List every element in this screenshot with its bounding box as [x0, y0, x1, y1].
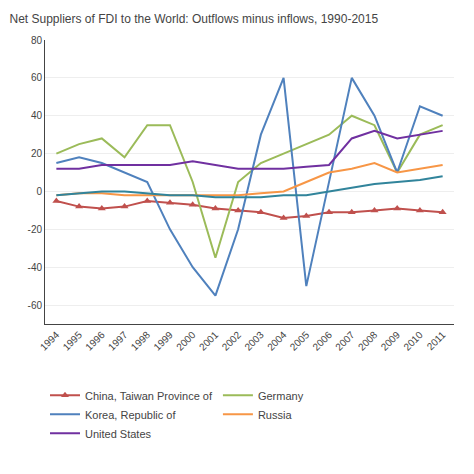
svg-text:80: 80: [31, 35, 43, 46]
svg-text:Net Suppliers of FDI to the Wo: Net Suppliers of FDI to the World: Outfl…: [9, 12, 378, 26]
svg-text:2005: 2005: [288, 329, 312, 353]
svg-text:2001: 2001: [197, 329, 221, 353]
svg-text:2008: 2008: [356, 329, 380, 353]
svg-text:2004: 2004: [265, 329, 289, 353]
svg-text:40: 40: [31, 110, 43, 121]
svg-text:20: 20: [31, 148, 43, 159]
svg-text:60: 60: [31, 72, 43, 83]
svg-text:Russia: Russia: [258, 409, 293, 421]
svg-text:China, Taiwan Province of: China, Taiwan Province of: [85, 390, 213, 402]
svg-text:2007: 2007: [333, 329, 357, 353]
svg-text:2002: 2002: [220, 329, 244, 353]
svg-text:0: 0: [36, 186, 42, 197]
svg-text:-20: -20: [28, 224, 43, 235]
svg-text:United States: United States: [85, 428, 152, 440]
svg-text:-60: -60: [28, 300, 43, 311]
svg-text:1996: 1996: [83, 329, 107, 353]
svg-text:1997: 1997: [106, 329, 130, 353]
svg-text:2000: 2000: [174, 329, 198, 353]
svg-text:-40: -40: [28, 262, 43, 273]
svg-text:2010: 2010: [401, 329, 425, 353]
svg-text:1999: 1999: [151, 329, 175, 353]
svg-text:1995: 1995: [61, 329, 85, 353]
svg-text:1994: 1994: [38, 329, 62, 353]
svg-text:Korea, Republic of: Korea, Republic of: [85, 409, 176, 421]
svg-text:1998: 1998: [129, 329, 153, 353]
svg-text:2006: 2006: [310, 329, 334, 353]
svg-text:2011: 2011: [425, 329, 448, 352]
svg-text:Germany: Germany: [258, 390, 304, 402]
svg-text:2009: 2009: [379, 329, 403, 353]
svg-text:2003: 2003: [242, 329, 266, 353]
